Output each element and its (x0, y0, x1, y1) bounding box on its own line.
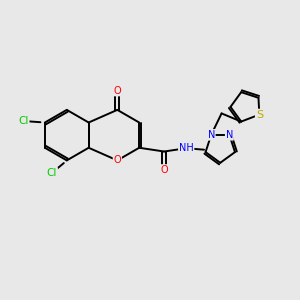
Text: Cl: Cl (47, 168, 57, 178)
Text: N: N (208, 130, 215, 140)
Text: NH: NH (179, 143, 194, 153)
Text: O: O (160, 165, 168, 175)
Text: S: S (256, 110, 263, 120)
Text: N: N (226, 130, 233, 140)
Text: O: O (113, 155, 121, 165)
Text: O: O (113, 85, 121, 96)
Text: Cl: Cl (18, 116, 29, 126)
